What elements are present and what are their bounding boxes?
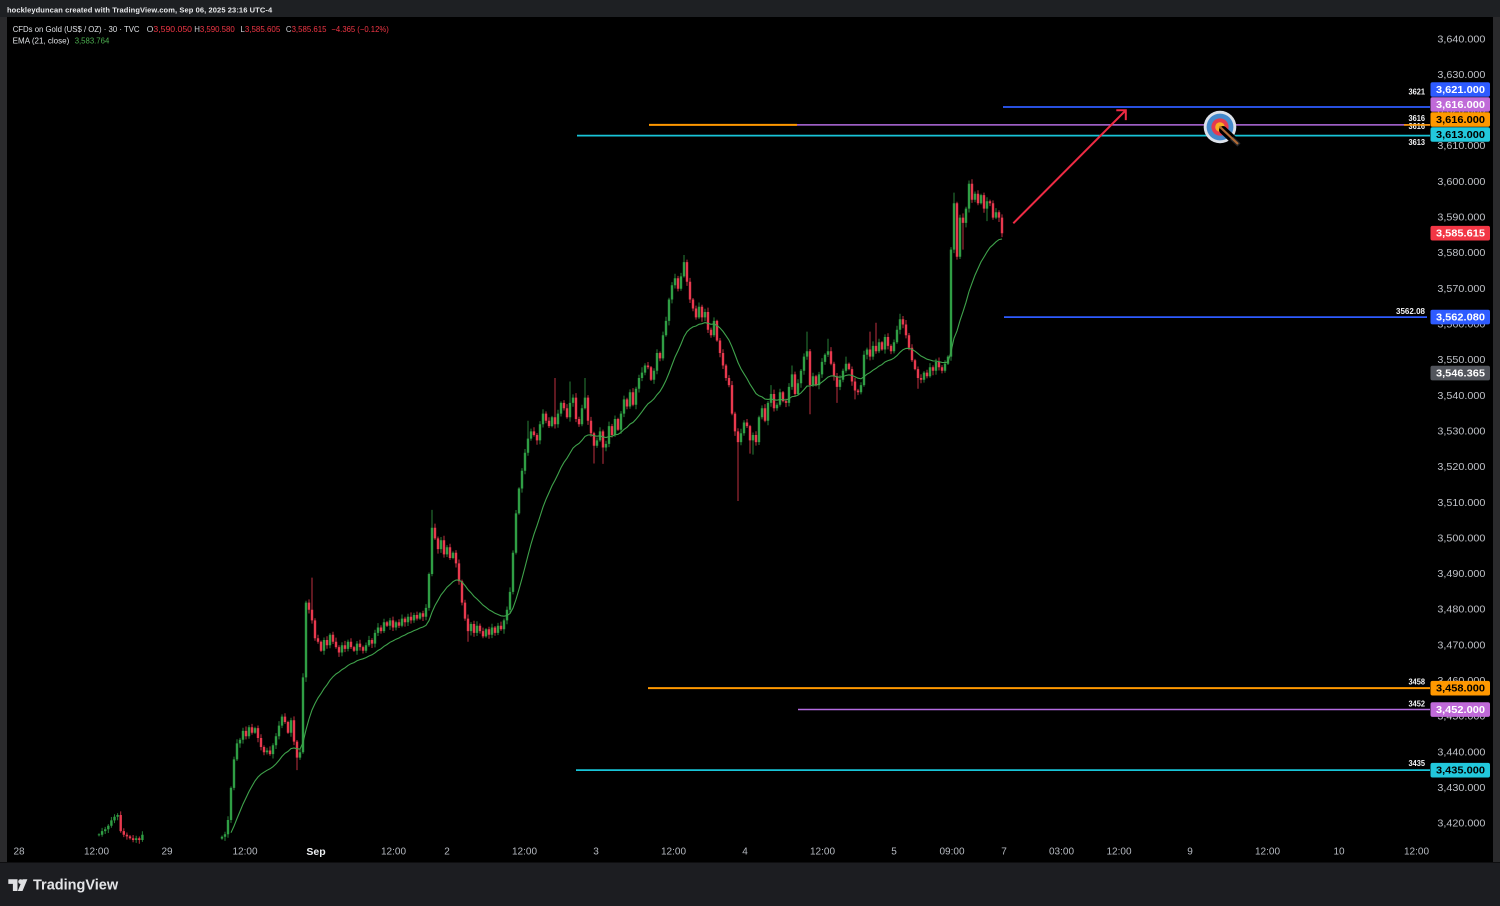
svg-text:3,640.000: 3,640.000 <box>1437 33 1485 45</box>
svg-text:C3,585.615: C3,585.615 <box>286 25 327 34</box>
svg-text:12:00: 12:00 <box>1106 847 1131 858</box>
svg-text:CFDs on Gold (US$ / OZ) · 30 ·: CFDs on Gold (US$ / OZ) · 30 · TVC <box>13 25 140 34</box>
svg-text:10: 10 <box>1333 847 1345 858</box>
svg-text:3,500.000: 3,500.000 <box>1437 532 1485 544</box>
svg-text:12:00: 12:00 <box>810 847 835 858</box>
svg-text:3,452.000: 3,452.000 <box>1436 704 1485 716</box>
svg-text:3616: 3616 <box>1409 121 1426 131</box>
svg-text:7: 7 <box>1001 847 1007 858</box>
svg-text:3,590.000: 3,590.000 <box>1437 212 1485 224</box>
svg-text:3452: 3452 <box>1409 699 1426 709</box>
svg-text:3,546.365: 3,546.365 <box>1436 368 1485 380</box>
svg-text:EMA (21, close): EMA (21, close) <box>13 36 70 45</box>
svg-text:H3,590.580: H3,590.580 <box>194 25 235 34</box>
svg-text:3,530.000: 3,530.000 <box>1437 425 1485 437</box>
svg-text:3,585.615: 3,585.615 <box>1436 228 1485 240</box>
svg-text:3,550.000: 3,550.000 <box>1437 354 1485 366</box>
svg-text:3,420.000: 3,420.000 <box>1437 818 1485 830</box>
svg-text:9: 9 <box>1187 847 1193 858</box>
svg-text:O3,590.050: O3,590.050 <box>147 25 193 34</box>
svg-text:3,540.000: 3,540.000 <box>1437 390 1485 402</box>
svg-text:3,600.000: 3,600.000 <box>1437 176 1485 188</box>
svg-text:3613: 3613 <box>1409 137 1426 147</box>
svg-text:3,490.000: 3,490.000 <box>1437 568 1485 580</box>
svg-text:3,520.000: 3,520.000 <box>1437 461 1485 473</box>
svg-text:3: 3 <box>593 847 599 858</box>
svg-text:3,510.000: 3,510.000 <box>1437 497 1485 509</box>
svg-text:03:00: 03:00 <box>1049 847 1074 858</box>
svg-text:3562.08: 3562.08 <box>1396 306 1425 316</box>
svg-text:12:00: 12:00 <box>232 847 257 858</box>
svg-text:Sep: Sep <box>306 846 325 858</box>
svg-text:TradingView: TradingView <box>33 878 119 894</box>
svg-text:−4.365 (−0.12%): −4.365 (−0.12%) <box>331 25 389 34</box>
svg-text:3,616.000: 3,616.000 <box>1436 114 1485 126</box>
svg-text:L3,585.605: L3,585.605 <box>240 25 280 34</box>
svg-text:3,435.000: 3,435.000 <box>1436 765 1485 777</box>
svg-text:3,583.764: 3,583.764 <box>75 36 110 45</box>
svg-text:3,613.000: 3,613.000 <box>1436 129 1485 141</box>
svg-text:3,580.000: 3,580.000 <box>1437 247 1485 259</box>
svg-text:3458: 3458 <box>1409 677 1426 687</box>
svg-text:3,570.000: 3,570.000 <box>1437 283 1485 295</box>
svg-text:12:00: 12:00 <box>84 847 109 858</box>
svg-text:3,430.000: 3,430.000 <box>1437 782 1485 794</box>
svg-text:5: 5 <box>891 847 897 858</box>
svg-text:12:00: 12:00 <box>381 847 406 858</box>
svg-text:12:00: 12:00 <box>661 847 686 858</box>
svg-text:2: 2 <box>444 847 450 858</box>
svg-text:3,458.000: 3,458.000 <box>1436 683 1485 695</box>
svg-text:3,610.000: 3,610.000 <box>1437 140 1485 152</box>
svg-text:3435: 3435 <box>1409 758 1426 768</box>
svg-text:3,621.000: 3,621.000 <box>1436 84 1485 96</box>
svg-text:12:00: 12:00 <box>1404 847 1429 858</box>
svg-text:3621: 3621 <box>1409 87 1426 97</box>
svg-text:hockleyduncan created with Tra: hockleyduncan created with TradingView.c… <box>7 6 273 15</box>
svg-text:3,562.080: 3,562.080 <box>1436 312 1485 324</box>
svg-text:29: 29 <box>161 847 173 858</box>
svg-text:3,480.000: 3,480.000 <box>1437 604 1485 616</box>
svg-text:12:00: 12:00 <box>512 847 537 858</box>
svg-text:3616: 3616 <box>1409 113 1426 123</box>
svg-text:28: 28 <box>13 847 25 858</box>
svg-text:3,630.000: 3,630.000 <box>1437 69 1485 81</box>
svg-text:4: 4 <box>742 847 748 858</box>
svg-text:12:00: 12:00 <box>1255 847 1280 858</box>
svg-text:3,616.000: 3,616.000 <box>1436 99 1485 111</box>
svg-text:09:00: 09:00 <box>939 847 964 858</box>
svg-text:3,440.000: 3,440.000 <box>1437 746 1485 758</box>
svg-text:3,470.000: 3,470.000 <box>1437 639 1485 651</box>
